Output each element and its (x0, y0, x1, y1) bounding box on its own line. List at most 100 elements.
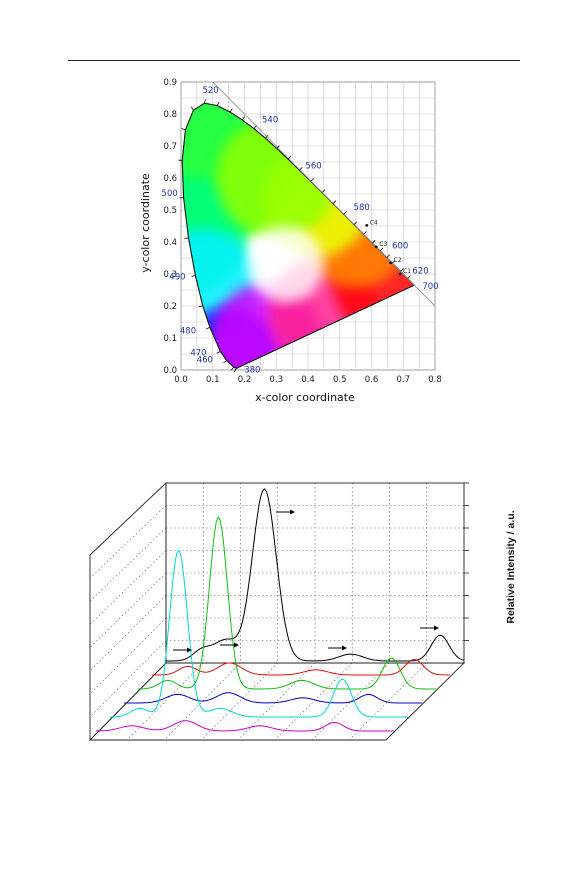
cie-y-tick-label: 0.5 (163, 206, 177, 216)
relative-intensity-label: Relative Intensity / a.u. (505, 510, 517, 623)
cie-wavelength-label: 560 (305, 161, 321, 171)
waterfall-left-grid (89, 640, 167, 718)
cie-wavelength-label: 490 (169, 273, 185, 283)
cie-y-tick-label: 0.2 (163, 302, 177, 312)
cie-locus-tick (216, 101, 220, 106)
waterfall-spectra (96, 488, 465, 732)
cie-wavelength-label: 540 (262, 116, 278, 126)
cie-chromaticity-chart: 0.0 0.1 0.2 0.3 0.4 0.5 0.6 0.7 0.8 0.0 0.1 0.2 0.3 0… (139, 78, 442, 404)
cie-ticks (178, 99, 411, 373)
arrow-head-icon (434, 625, 439, 631)
cie-sample-point (374, 245, 378, 249)
cie-locus-tick (386, 254, 390, 258)
cie-x-tick-label: 0.0 (174, 375, 188, 385)
waterfall-left-grid (89, 505, 167, 579)
waterfall-arrows (173, 509, 439, 653)
cie-wavelength-label: 620 (412, 266, 428, 276)
cie-y-tick-label: 0.0 (163, 366, 177, 376)
cie-locus-tick (343, 211, 347, 215)
cie-locus-tick (198, 305, 203, 308)
spectrum-trace (152, 658, 450, 676)
cie-locus-tick (363, 231, 367, 235)
arrow-head-icon (342, 645, 347, 651)
spectrum-trace (124, 692, 422, 704)
cie-locus-tick (181, 128, 186, 131)
cie-wavelength-label: 460 (197, 355, 213, 365)
cie-sample-point (398, 272, 402, 276)
cie-white-point (247, 226, 324, 303)
cie-wavelength-label: 480 (180, 326, 196, 336)
cie-locus-tick (234, 368, 237, 373)
cie-sample-label: C2 (394, 257, 402, 264)
spectrum-trace (166, 488, 465, 662)
cie-locus-tick (321, 189, 326, 193)
spectrum-trace (109, 549, 408, 718)
spectrum-trace (96, 720, 394, 732)
cie-x-tick-label: 0.5 (333, 375, 347, 385)
cie-x-tick-label: 0.4 (301, 375, 315, 385)
arrow-head-icon (234, 642, 239, 648)
waterfall-left-grid (89, 527, 167, 602)
cie-locus-tick (204, 99, 206, 104)
cie-locus-tick (191, 275, 196, 277)
cie-sample-label: C4 (370, 219, 378, 226)
arrow-head-icon (290, 509, 295, 515)
cie-locus-tick (372, 240, 376, 244)
cie-locus-tick (276, 145, 280, 149)
cie-wavelength-label: 470 (190, 348, 206, 358)
waterfall-left-grid (89, 617, 167, 694)
cie-wavelength-label: 700 (422, 282, 438, 292)
cie-x-tick-label: 0.1 (206, 375, 220, 385)
waterfall-frame (88, 481, 469, 742)
cie-sample-point (389, 261, 392, 265)
cie-y-tick-label: 0.8 (163, 110, 177, 120)
cie-y-tick-label: 0.6 (163, 174, 177, 184)
cie-diagonal-line (212, 81, 436, 307)
spectrum-trace (137, 516, 436, 690)
cie-wavelength-label: 380 (244, 365, 260, 375)
cie-x-tick-label: 0.8 (428, 375, 442, 385)
cie-locus-tick (407, 275, 411, 279)
cie-y-tick-label: 0.3 (163, 270, 177, 280)
cie-locus-tick (332, 200, 337, 204)
cie-wavelength-label: 500 (162, 189, 178, 199)
cie-x-axis-label: x-color coordinate (255, 391, 355, 404)
waterfall-left-grid (89, 595, 167, 671)
cie-x-tick-label: 0.3 (269, 375, 283, 385)
cie-x-tick-label: 0.7 (396, 375, 410, 385)
cie-locus-tick (299, 167, 303, 171)
cie-wavelength-label: 520 (202, 86, 218, 96)
cie-locus-tick (223, 360, 227, 364)
cie-y-tick-label: 0.7 (163, 142, 177, 152)
spectra-waterfall-chart: Relative Intensity / a.u. (88, 481, 517, 742)
waterfall-left-grid (89, 550, 167, 625)
cie-locus-tick (392, 260, 396, 264)
cie-labels: 0.0 0.1 0.2 0.3 0.4 0.5 0.6 0.7 0.8 0.0 0.1 0.2 0.3 0… (162, 78, 442, 385)
cie-locus-tick (400, 268, 404, 272)
arrow-head-icon (187, 647, 192, 653)
cie-sample-label: C3 (379, 241, 387, 248)
cie-locus-tick (353, 221, 358, 225)
cie-y-tick-label: 0.9 (163, 78, 177, 88)
cie-sample-point (365, 223, 369, 227)
cie-y-tick-label: 0.1 (163, 334, 177, 344)
cie-locus-tick (216, 351, 221, 354)
cie-x-tick-label: 0.6 (365, 375, 379, 385)
cie-y-tick-label: 0.4 (163, 238, 177, 248)
cie-y-axis-label: y-color coordinate (139, 173, 152, 273)
cie-wavelength-label: 600 (392, 242, 408, 252)
cie-locus-tick (287, 156, 292, 160)
cie-locus-tick (253, 125, 257, 129)
cie-locus-tick (310, 178, 314, 182)
cie-wavelength-label: 580 (354, 203, 370, 213)
cie-locus-tick (230, 366, 235, 371)
cie-locus-tick (241, 116, 245, 121)
header-rule (68, 60, 520, 61)
cie-locus-tick (265, 134, 269, 139)
cie-locus-tick (229, 108, 233, 113)
cie-locus-tick (190, 106, 194, 111)
cie-x-tick-label: 0.2 (238, 375, 252, 385)
waterfall-left-grid (89, 572, 167, 648)
cie-locus-tick (206, 327, 211, 330)
